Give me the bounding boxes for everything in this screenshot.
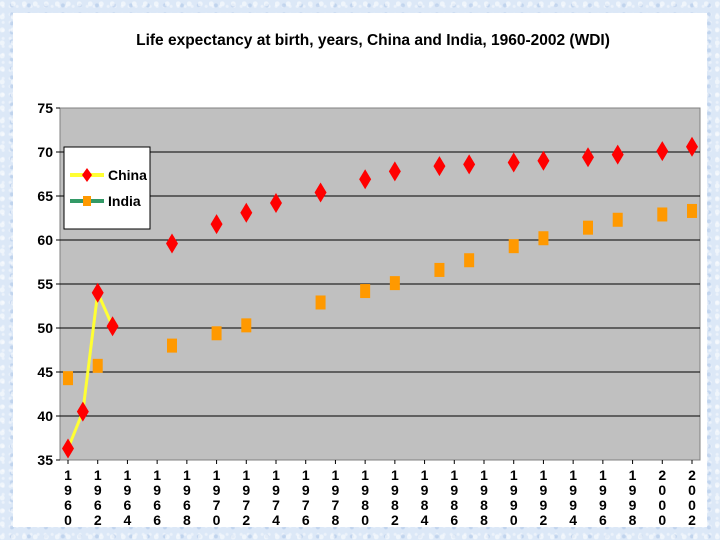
india-point <box>657 207 668 222</box>
series-india <box>63 203 697 386</box>
india-point <box>167 338 177 353</box>
legend-box <box>63 146 151 230</box>
china-point <box>686 136 698 157</box>
china-point <box>433 156 446 177</box>
y-tick-label: 75 <box>37 100 53 116</box>
y-tick-label: 70 <box>37 144 53 160</box>
slide-panel: Life expectancy at birth, years, China a… <box>13 13 707 527</box>
y-tick-label: 35 <box>37 452 53 468</box>
china-point <box>507 152 520 173</box>
india-point <box>241 318 252 333</box>
india-point <box>612 212 623 227</box>
india-point <box>434 262 445 277</box>
china-point <box>656 141 669 162</box>
y-axis: 35 40 45 50 55 60 65 70 75 <box>37 100 60 468</box>
legend: China India <box>63 146 151 230</box>
india-point <box>360 284 371 299</box>
china-point <box>463 154 476 175</box>
series-layer <box>62 136 698 459</box>
x-axis: 1 9 6 0 1 9 6 2 1 9 6 4 1 9 6 6 1 9 6 8 1 9 7 0 1 9 7 2 1 9 7 4 1 9 7 6 1 9 7 8… <box>64 460 696 527</box>
india-point <box>538 231 549 246</box>
legend-entry-india: India <box>70 193 141 209</box>
india-point <box>583 220 593 235</box>
gridlines <box>60 151 700 417</box>
china-line <box>66 287 114 450</box>
china-point <box>314 182 327 203</box>
china-point <box>582 147 594 168</box>
y-tick-label: 60 <box>37 232 53 248</box>
india-point <box>687 203 697 218</box>
china-point <box>611 144 624 165</box>
china-point <box>91 282 104 303</box>
china-point <box>166 233 178 254</box>
chart-title: Life expectancy at birth, years, China a… <box>136 32 610 49</box>
legend-entry-china: China <box>70 167 147 183</box>
legend-marker-china <box>82 168 92 182</box>
y-tick-label: 50 <box>37 320 53 336</box>
india-point <box>464 253 475 268</box>
india-point <box>92 358 103 373</box>
china-point <box>388 161 401 182</box>
legend-label-india: India <box>108 193 141 209</box>
life-expectancy-chart: Life expectancy at birth, years, China a… <box>37 32 701 527</box>
india-point <box>508 239 519 254</box>
china-point <box>359 169 372 190</box>
china-point <box>240 202 253 223</box>
india-point <box>389 276 400 291</box>
china-point <box>270 193 282 214</box>
india-point <box>315 295 326 310</box>
india-point <box>211 326 222 341</box>
y-tick-label: 45 <box>37 364 53 380</box>
series-china <box>62 136 698 459</box>
india-point <box>63 371 73 386</box>
y-tick-label: 55 <box>37 276 53 292</box>
china-point <box>76 401 89 422</box>
legend-marker-india <box>83 196 91 206</box>
legend-label-china: China <box>108 167 147 183</box>
y-tick-label: 40 <box>37 408 53 424</box>
china-point <box>210 214 223 235</box>
china-point <box>106 316 119 337</box>
china-point <box>537 150 550 171</box>
y-tick-label: 65 <box>37 188 53 204</box>
china-point <box>62 438 74 459</box>
